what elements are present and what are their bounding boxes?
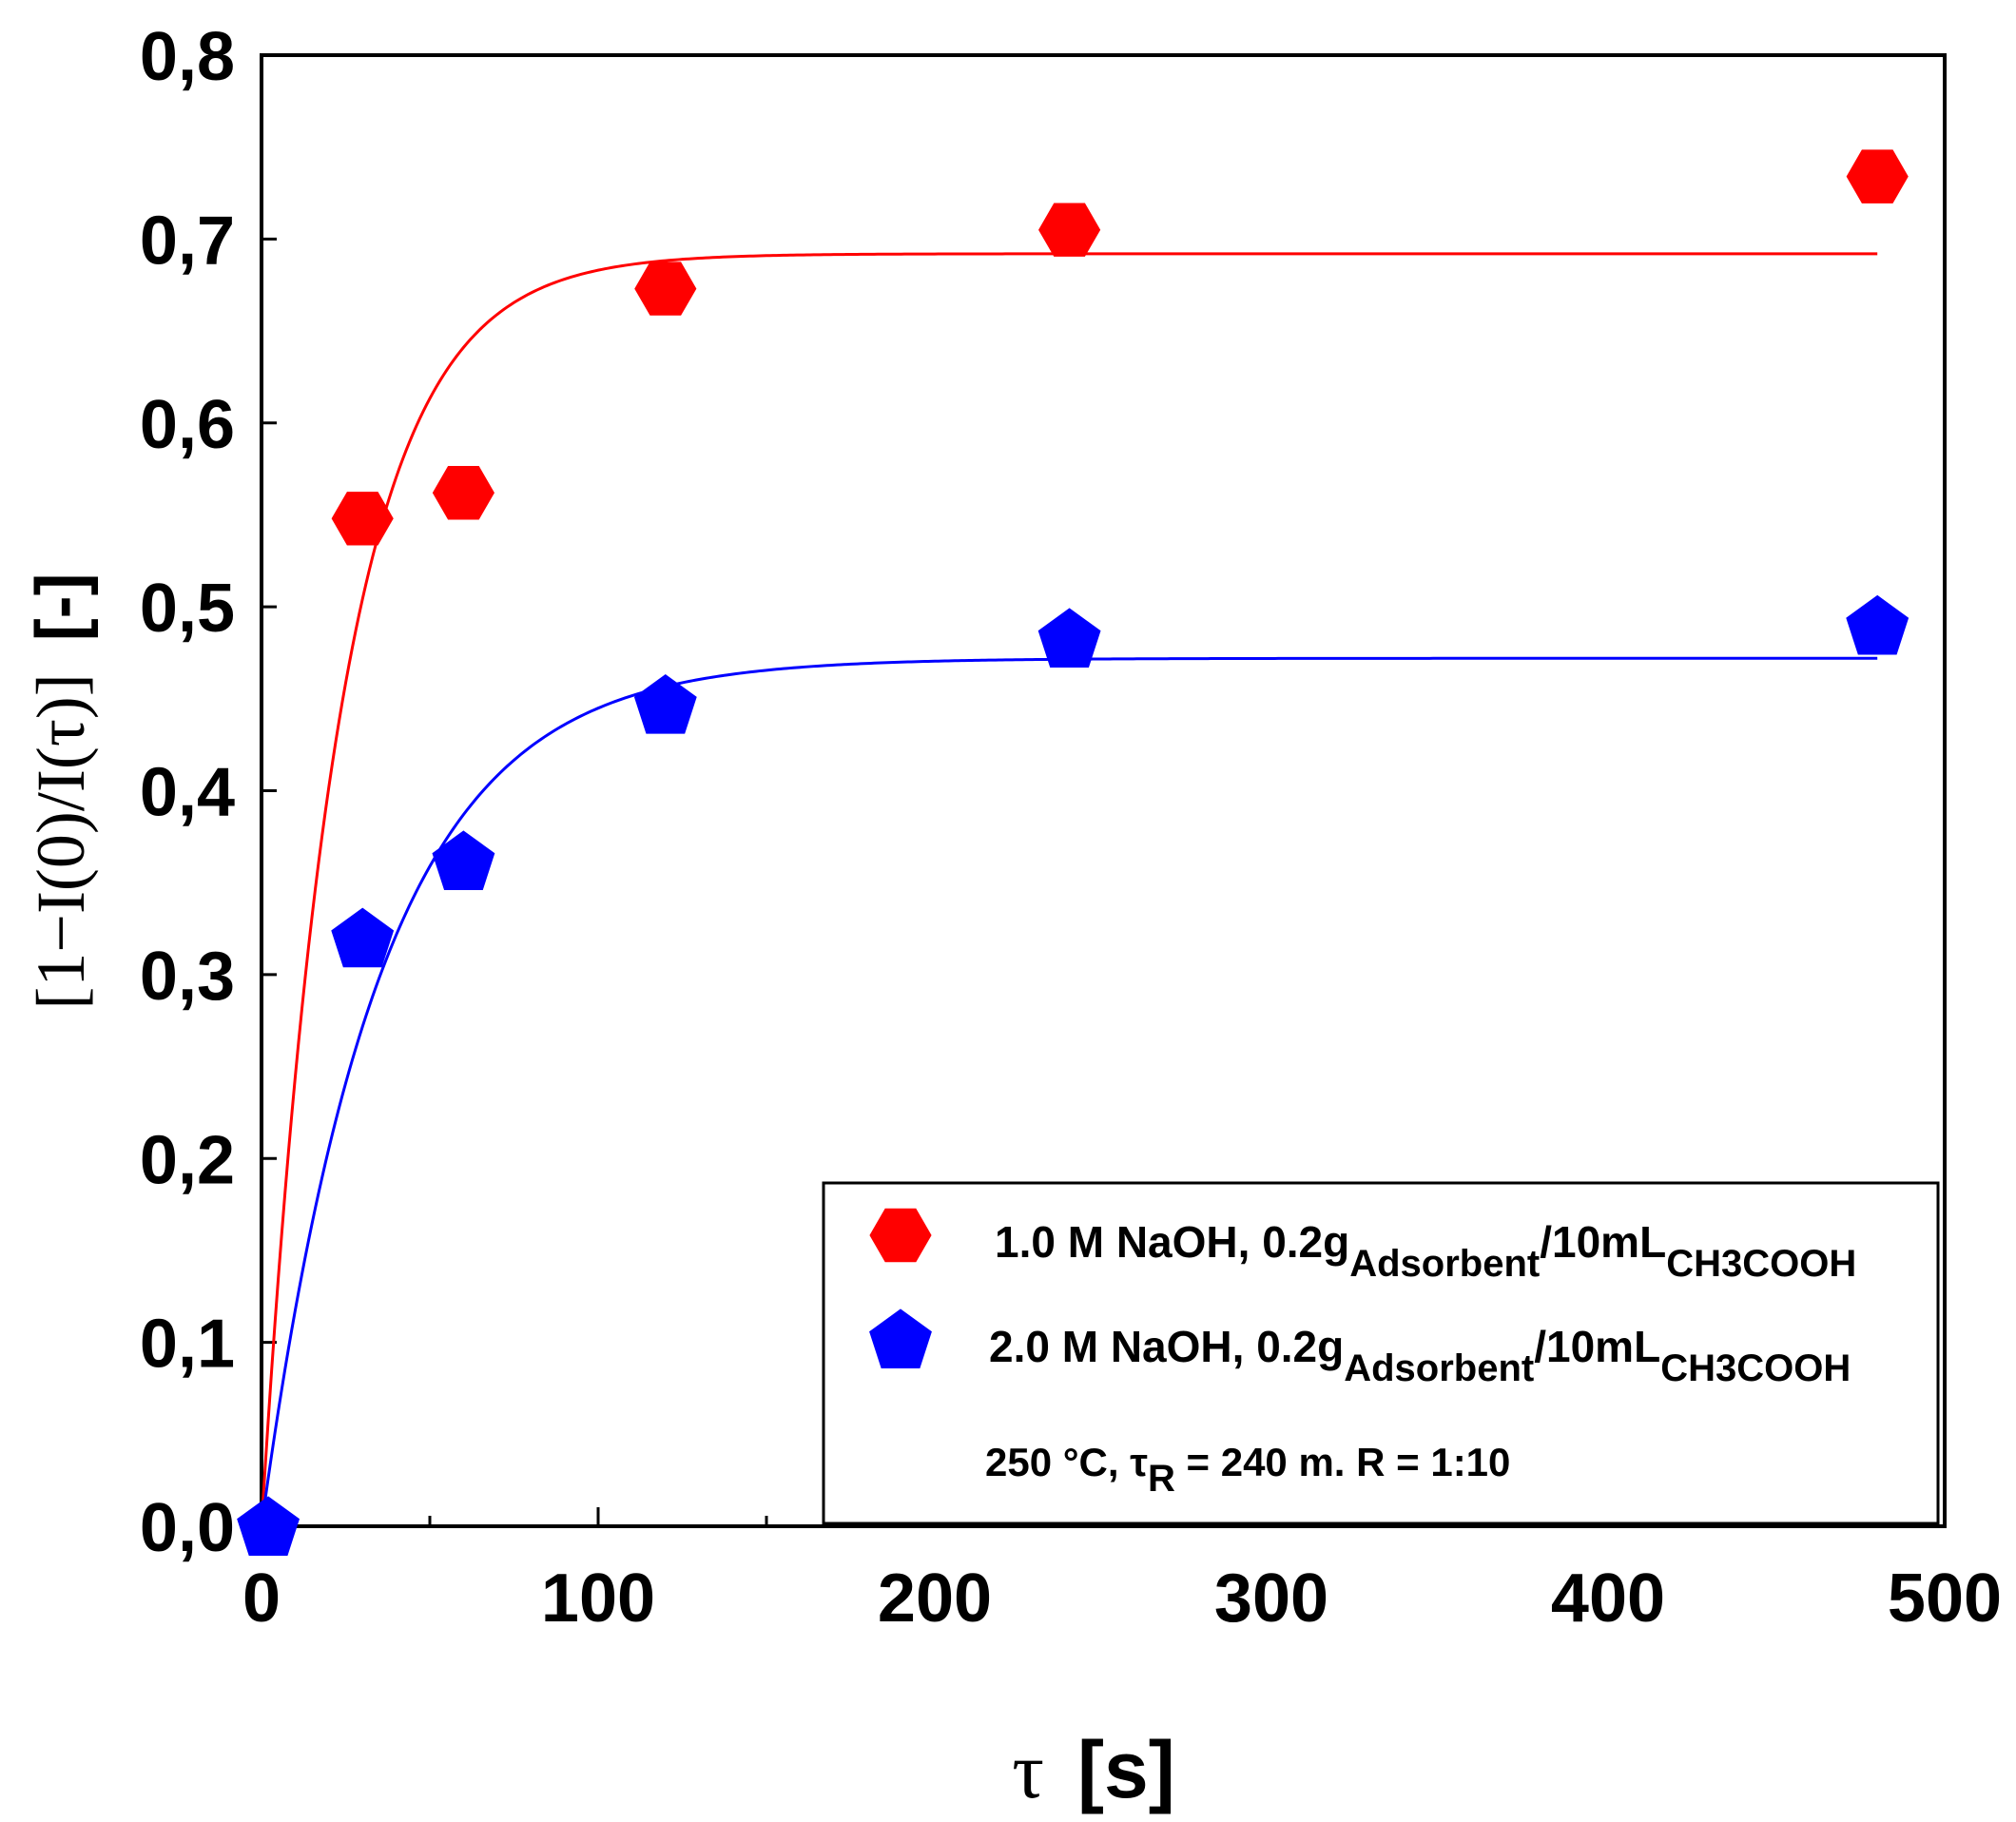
- legend-marker-series-2: [869, 1308, 932, 1369]
- data-point-series-1: [1846, 149, 1909, 204]
- data-point-series-1: [331, 492, 394, 546]
- y-tick-label: 0,5: [140, 571, 235, 647]
- axis-ticks: 0 100 200 300 400 500 0,0 0,1 0,2 0,3 0,4 0,5 0,6 0,7…: [140, 19, 2002, 1637]
- legend-entry-1-sub1: Adsorbent: [1349, 1243, 1540, 1285]
- y-tick-label: 0,1: [140, 1307, 235, 1383]
- legend-marker-series-1: [869, 1208, 932, 1263]
- legend-entry-2-mid: /10mL: [1534, 1322, 1660, 1371]
- data-point-series-2: [633, 673, 697, 734]
- y-tick-label: 0,6: [140, 387, 235, 463]
- y-tick-label: 0,3: [140, 939, 235, 1015]
- annotation-rest: = 240 m. R = 1:10: [1175, 1440, 1511, 1484]
- y-axis-title: [1−I(0)/I(τ)] [-]: [23, 572, 99, 1009]
- y-axis-unit: [-]: [23, 572, 99, 641]
- y-tick-label: 0,7: [140, 203, 235, 279]
- legend-entry-1-mid: /10mL: [1540, 1217, 1666, 1267]
- x-axis-symbol: τ: [1012, 1727, 1044, 1815]
- data-point-series-2: [331, 907, 395, 968]
- legend-entry-2-sub1: Adsorbent: [1344, 1347, 1534, 1389]
- data-point-series-2: [237, 1496, 300, 1557]
- legend-annotation: 250 °C, τR = 240 m. R = 1:10: [985, 1440, 1510, 1500]
- x-tick-label: 100: [541, 1560, 655, 1637]
- legend: 1.0 M NaOH, 0.2gAdsorbent/10mLCH3COOH 2.…: [822, 1181, 1940, 1525]
- x-tick-label: 300: [1214, 1560, 1328, 1637]
- legend-entry-1: 1.0 M NaOH, 0.2gAdsorbent/10mLCH3COOH: [995, 1217, 1856, 1285]
- x-tick-label: 0: [242, 1560, 281, 1637]
- legend-entry-2-sub2: CH3COOH: [1660, 1347, 1851, 1389]
- data-points: [237, 149, 1909, 1557]
- annotation-main: 250 °C, τ: [985, 1440, 1148, 1484]
- x-axis-unit: [s]: [1077, 1725, 1175, 1814]
- legend-entry-1-sub2: CH3COOH: [1666, 1243, 1856, 1285]
- legend-entry-2: 2.0 M NaOH, 0.2gAdsorbent/10mLCH3COOH: [989, 1322, 1851, 1389]
- y-tick-label: 0,8: [140, 19, 235, 95]
- y-tick-label: 0,2: [140, 1122, 235, 1198]
- data-point-series-1: [432, 466, 494, 520]
- y-axis-expression: [1−I(0)/I(τ)]: [23, 673, 99, 1009]
- data-point-series-2: [432, 830, 495, 890]
- data-point-series-1: [1038, 203, 1101, 257]
- x-tick-label: 500: [1888, 1560, 2002, 1637]
- data-point-series-2: [1037, 608, 1101, 669]
- legend-entry-2-main: 2.0 M NaOH, 0.2g: [989, 1322, 1344, 1371]
- x-tick-label: 400: [1551, 1560, 1665, 1637]
- legend-box: [822, 1181, 1940, 1525]
- x-tick-label: 200: [878, 1560, 992, 1637]
- legend-entry-1-main: 1.0 M NaOH, 0.2g: [995, 1217, 1349, 1267]
- data-point-series-1: [634, 262, 697, 316]
- legend-markers: [869, 1208, 932, 1369]
- annotation-sub: R: [1148, 1458, 1175, 1500]
- data-point-series-2: [1846, 594, 1909, 655]
- x-axis-title: τ [s]: [1012, 1725, 1174, 1815]
- y-tick-label: 0,0: [140, 1490, 235, 1566]
- y-tick-label: 0,4: [140, 755, 235, 831]
